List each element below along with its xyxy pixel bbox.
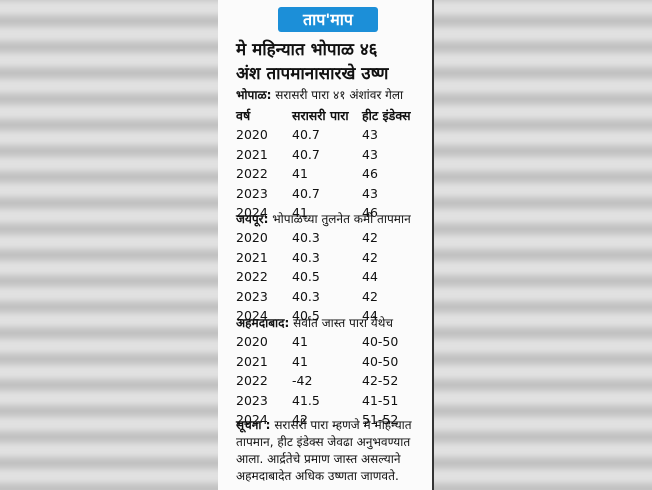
cell: 2022 [236,166,268,181]
blurred-left [0,0,218,490]
section-text: सरासरी पारा ४१ अंशांवर गेला [275,88,404,102]
cell: 40-50 [362,353,399,369]
note: सूचना : सरासरी पारा म्हणजे मे महिन्यात त… [236,417,428,485]
cell: 41 [292,205,308,220]
table-row: 2024 41 46 [236,205,426,224]
table-row: 2022 41 46 [236,166,426,185]
cell: 2023 [236,185,268,201]
section-text: सर्वात जास्त पारा येथेच [293,316,394,330]
cell: 40.5 [292,269,320,284]
header-cell: हीट इंडेक्स [362,108,411,123]
blurred-right [434,0,652,490]
article: ताप'माप मे महिन्यात भोपाळ ४६ अंश तापमाना… [218,0,432,490]
cell: 2021 [236,249,268,265]
cell: 41-51 [362,392,399,408]
table-row: 2022 -42 42-52 [236,373,426,392]
table-row: 2024 42 51-52 [236,412,426,431]
cell: 46 [362,205,378,220]
cell: 2022 [236,373,268,388]
cell: 42 [362,230,378,245]
cell: 2020 [236,127,268,142]
section-label: भोपाळ: सरासरी पारा ४१ अंशांवर गेला [236,86,403,103]
cell: 46 [362,166,378,181]
cell: 2024 [236,412,268,427]
cell: 40.3 [292,230,320,245]
cell: 40.7 [292,127,320,142]
column-rule [432,0,434,490]
cell: 41 [292,334,308,349]
cell: 2023 [236,288,268,304]
header-cell: सरासरी पारा [292,108,349,123]
section-label: अहमदाबाद: सर्वात जास्त पारा येथेच [236,314,393,331]
cell: 40.3 [292,249,320,265]
headline-line: अंश तापमानासारखे उष्ण [236,64,389,84]
cell: 42 [292,412,308,427]
cell: 40.3 [292,288,320,304]
table-row: 2023 40.7 43 [236,186,426,205]
headline-line: मे महिन्यात भोपाळ ४६ [236,40,378,60]
cell: 40.7 [292,185,320,201]
cell: 42 [362,249,378,265]
cell: 41.5 [292,392,320,408]
cell: 51-52 [362,412,399,427]
table-row: 2023 40.3 42 [236,289,426,308]
badge: ताप'माप [278,7,378,32]
table-row: 2020 41 40-50 [236,334,426,353]
table-row: 2020 40.3 42 [236,230,426,249]
cell: 41 [292,166,308,181]
cell: 40-50 [362,334,399,349]
note-text: सरासरी पारा म्हणजे मे महिन्यात तापमान, ह… [236,418,412,483]
cell: 44 [362,308,378,323]
cell: 43 [362,185,378,201]
cell: 2020 [236,334,268,349]
cell: 2023 [236,392,268,408]
cell: 43 [362,146,378,162]
table-row: 2021 41 40-50 [236,354,426,373]
cell: 42 [362,288,378,304]
cell: 2024 [236,308,268,323]
table-row: 2021 40.3 42 [236,250,426,269]
city: भोपाळ: [236,88,272,102]
cell: 40.7 [292,146,320,162]
city: अहमदाबाद: [236,316,290,330]
blur [434,0,652,490]
header-cell: वर्ष [236,108,251,123]
table-row: 2020 40.7 43 [236,127,426,146]
cell: 42-52 [362,373,399,388]
table-header: वर्ष सरासरी पारा हीट इंडेक्स [236,107,426,126]
table-row: 2024 40.5 44 [236,308,426,327]
cell: 2021 [236,146,268,162]
city: जयपूर: [236,212,269,226]
headline: मे महिन्यात भोपाळ ४६ अंश तापमानासारखे उष… [236,38,428,86]
cell: 2024 [236,205,268,220]
note-label: सूचना : [236,418,271,432]
blur [0,0,218,490]
cell: 40.5 [292,308,320,323]
cell: 44 [362,269,378,284]
cell: 41 [292,353,308,369]
cell: 2022 [236,269,268,284]
table-row: 2023 41.5 41-51 [236,393,426,412]
section-text: भोपाळच्या तुलनेत कमी तापमान [272,212,411,226]
cell: -42 [292,373,313,388]
cell: 2021 [236,353,268,369]
table-row: 2021 40.7 43 [236,147,426,166]
cell: 2020 [236,230,268,245]
table-row: 2022 40.5 44 [236,269,426,288]
section-label: जयपूर: भोपाळच्या तुलनेत कमी तापमान [236,210,411,227]
cell: 43 [362,127,378,142]
